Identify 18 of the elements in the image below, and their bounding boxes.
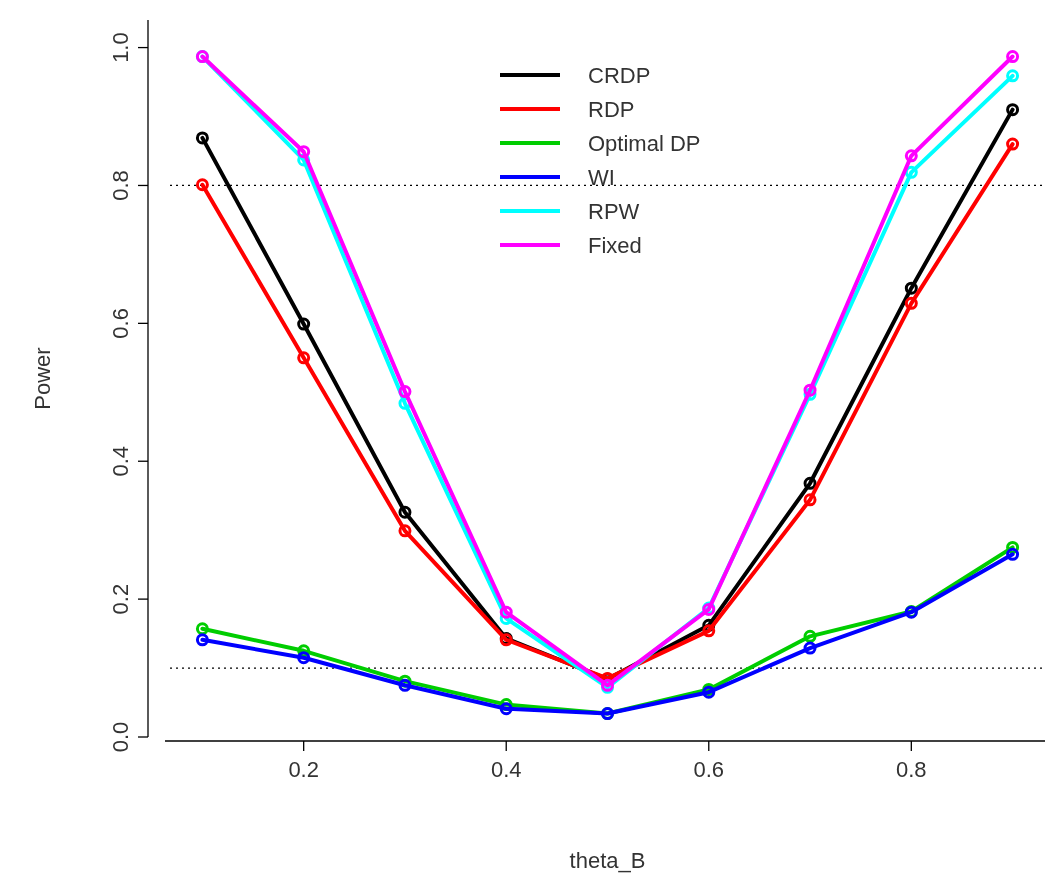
x-axis-title: theta_B bbox=[569, 848, 646, 873]
legend-label: RDP bbox=[588, 97, 635, 122]
y-axis-title: Power bbox=[30, 347, 55, 410]
x-tick-label: 0.4 bbox=[490, 757, 522, 782]
y-tick-label: 0.2 bbox=[108, 583, 133, 615]
legend-label: CRDP bbox=[588, 63, 651, 88]
legend-label: Fixed bbox=[588, 233, 642, 258]
y-tick-label: 1.0 bbox=[108, 32, 133, 63]
x-tick-label: 0.6 bbox=[693, 757, 725, 782]
y-tick-label: 0.4 bbox=[108, 445, 133, 477]
legend-label: RPW bbox=[588, 199, 640, 224]
x-tick-label: 0.2 bbox=[288, 757, 319, 782]
legend-label: Optimal DP bbox=[588, 131, 701, 156]
y-tick-label: 0.6 bbox=[108, 308, 133, 339]
y-tick-label: 0.8 bbox=[108, 170, 133, 201]
y-tick-label: 0.0 bbox=[108, 721, 133, 753]
x-tick-label: 0.8 bbox=[896, 757, 927, 782]
legend-label: WI bbox=[588, 165, 615, 190]
